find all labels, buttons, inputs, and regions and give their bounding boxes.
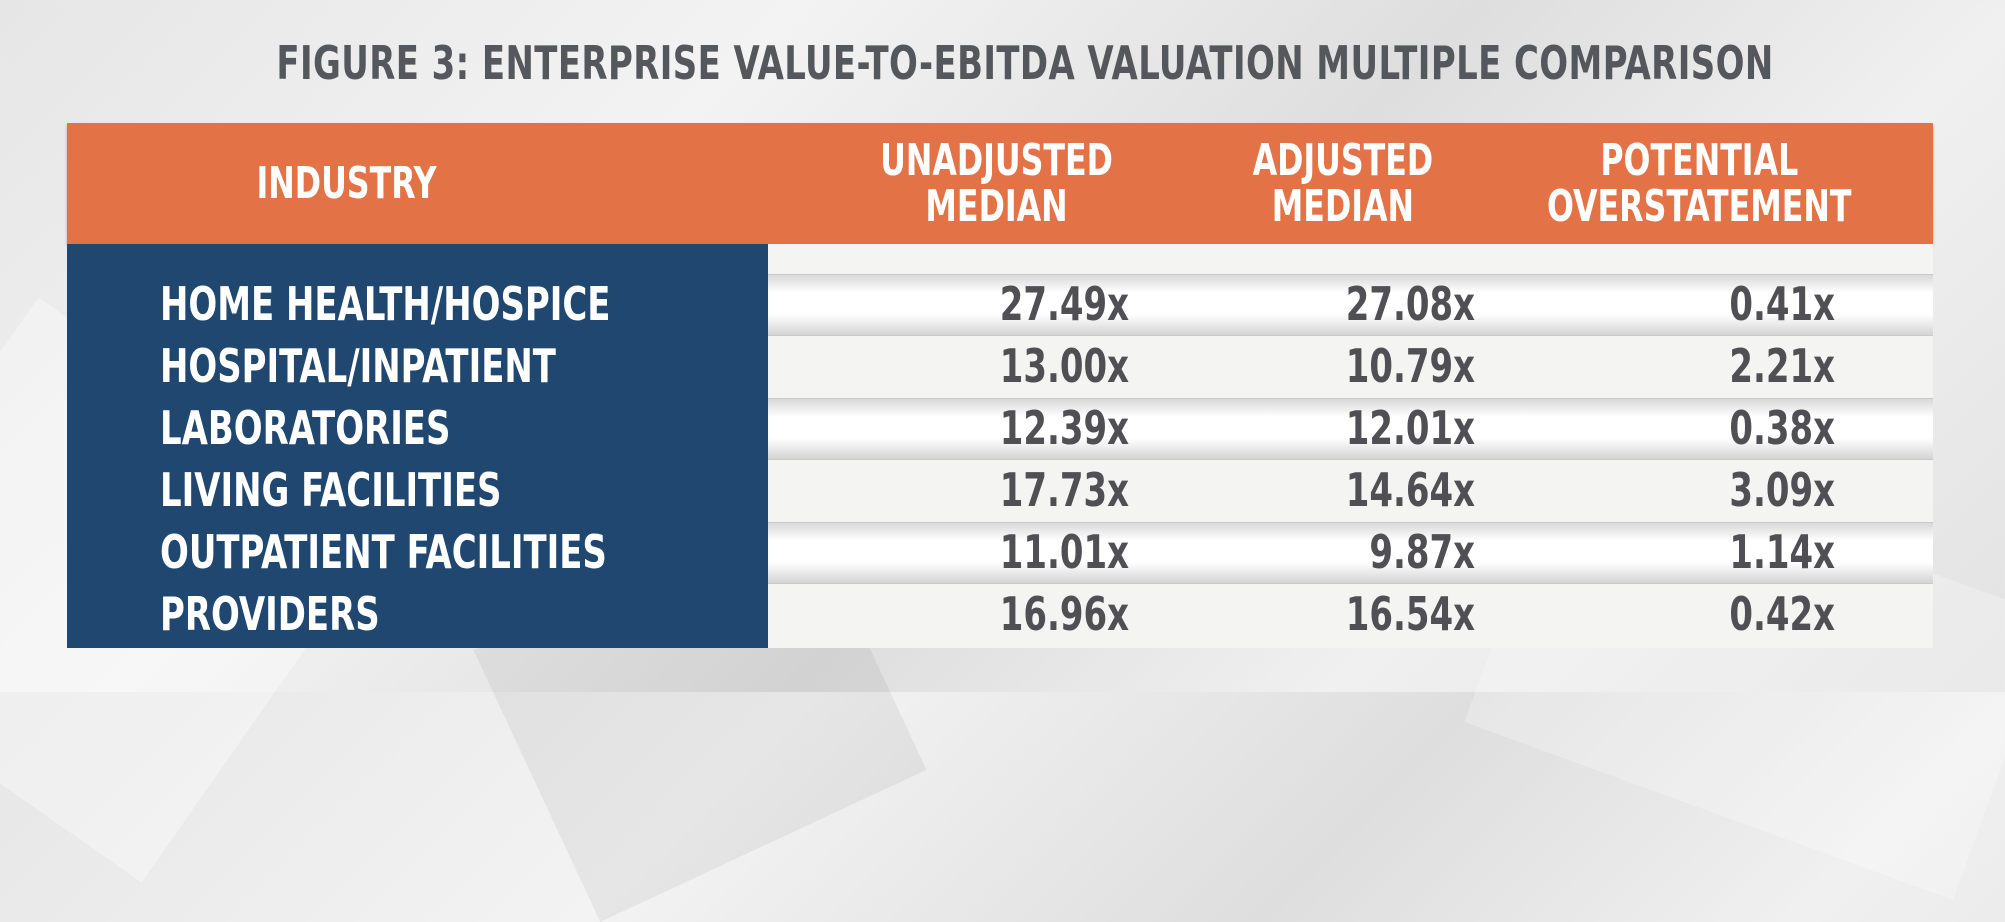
adjusted-median-cell: 9.87x	[1369, 525, 1475, 579]
adjusted-median-cell: 27.08x	[1345, 277, 1475, 331]
unadjusted-median-cell: 16.96x	[999, 587, 1129, 641]
unadjusted-median-cell: 11.01x	[999, 525, 1129, 579]
potential-overstatement-cell: 0.42x	[1729, 587, 1835, 641]
valuation-table: INDUSTRY UNADJUSTED MEDIAN ADJUSTED MEDI…	[67, 123, 1933, 648]
industry-cell: HOME HEALTH/HOSPICE	[160, 277, 611, 331]
industry-cell: PROVIDERS	[160, 587, 380, 641]
industry-cell: OUTPATIENT FACILITIES	[160, 525, 607, 579]
potential-overstatement-cell: 0.38x	[1729, 401, 1835, 455]
adjusted-median-cell: 12.01x	[1345, 401, 1475, 455]
industry-column	[67, 244, 768, 648]
figure-title: FIGURE 3: ENTERPRISE VALUE-TO-EBITDA VAL…	[276, 36, 1774, 90]
industry-cell: HOSPITAL/INPATIENT	[160, 339, 556, 393]
industry-cell: LABORATORIES	[160, 401, 451, 455]
table-row: OUTPATIENT FACILITIES 11.01x 9.87x 1.14x	[67, 521, 1933, 583]
header-industry: INDUSTRY	[256, 157, 438, 209]
header-adjusted-median: ADJUSTED MEDIAN	[1252, 134, 1434, 232]
row-band	[768, 522, 1933, 584]
table-header: INDUSTRY UNADJUSTED MEDIAN ADJUSTED MEDI…	[67, 123, 1933, 244]
header-unadjusted-median: UNADJUSTED MEDIAN	[880, 134, 1114, 232]
potential-overstatement-cell: 1.14x	[1729, 525, 1835, 579]
unadjusted-median-cell: 13.00x	[999, 339, 1129, 393]
potential-overstatement-cell: 2.21x	[1729, 339, 1835, 393]
adjusted-median-cell: 14.64x	[1345, 463, 1475, 517]
unadjusted-median-cell: 27.49x	[999, 277, 1129, 331]
potential-overstatement-cell: 3.09x	[1729, 463, 1835, 517]
unadjusted-median-cell: 12.39x	[999, 401, 1129, 455]
table-row: LABORATORIES 12.39x 12.01x 0.38x	[67, 397, 1933, 459]
adjusted-median-cell: 16.54x	[1345, 587, 1475, 641]
row-band	[768, 398, 1933, 460]
table-row: HOME HEALTH/HOSPICE 27.49x 27.08x 0.41x	[67, 273, 1933, 335]
industry-cell: LIVING FACILITIES	[160, 463, 502, 517]
header-potential-overstatement: POTENTIAL OVERSTATEMENT	[1546, 134, 1852, 232]
table-row: PROVIDERS 16.96x 16.54x 0.42x	[67, 583, 1933, 645]
table-row: LIVING FACILITIES 17.73x 14.64x 3.09x	[67, 459, 1933, 521]
unadjusted-median-cell: 17.73x	[999, 463, 1129, 517]
row-band	[768, 274, 1933, 336]
potential-overstatement-cell: 0.41x	[1729, 277, 1835, 331]
adjusted-median-cell: 10.79x	[1345, 339, 1475, 393]
table-row: HOSPITAL/INPATIENT 13.00x 10.79x 2.21x	[67, 335, 1933, 397]
